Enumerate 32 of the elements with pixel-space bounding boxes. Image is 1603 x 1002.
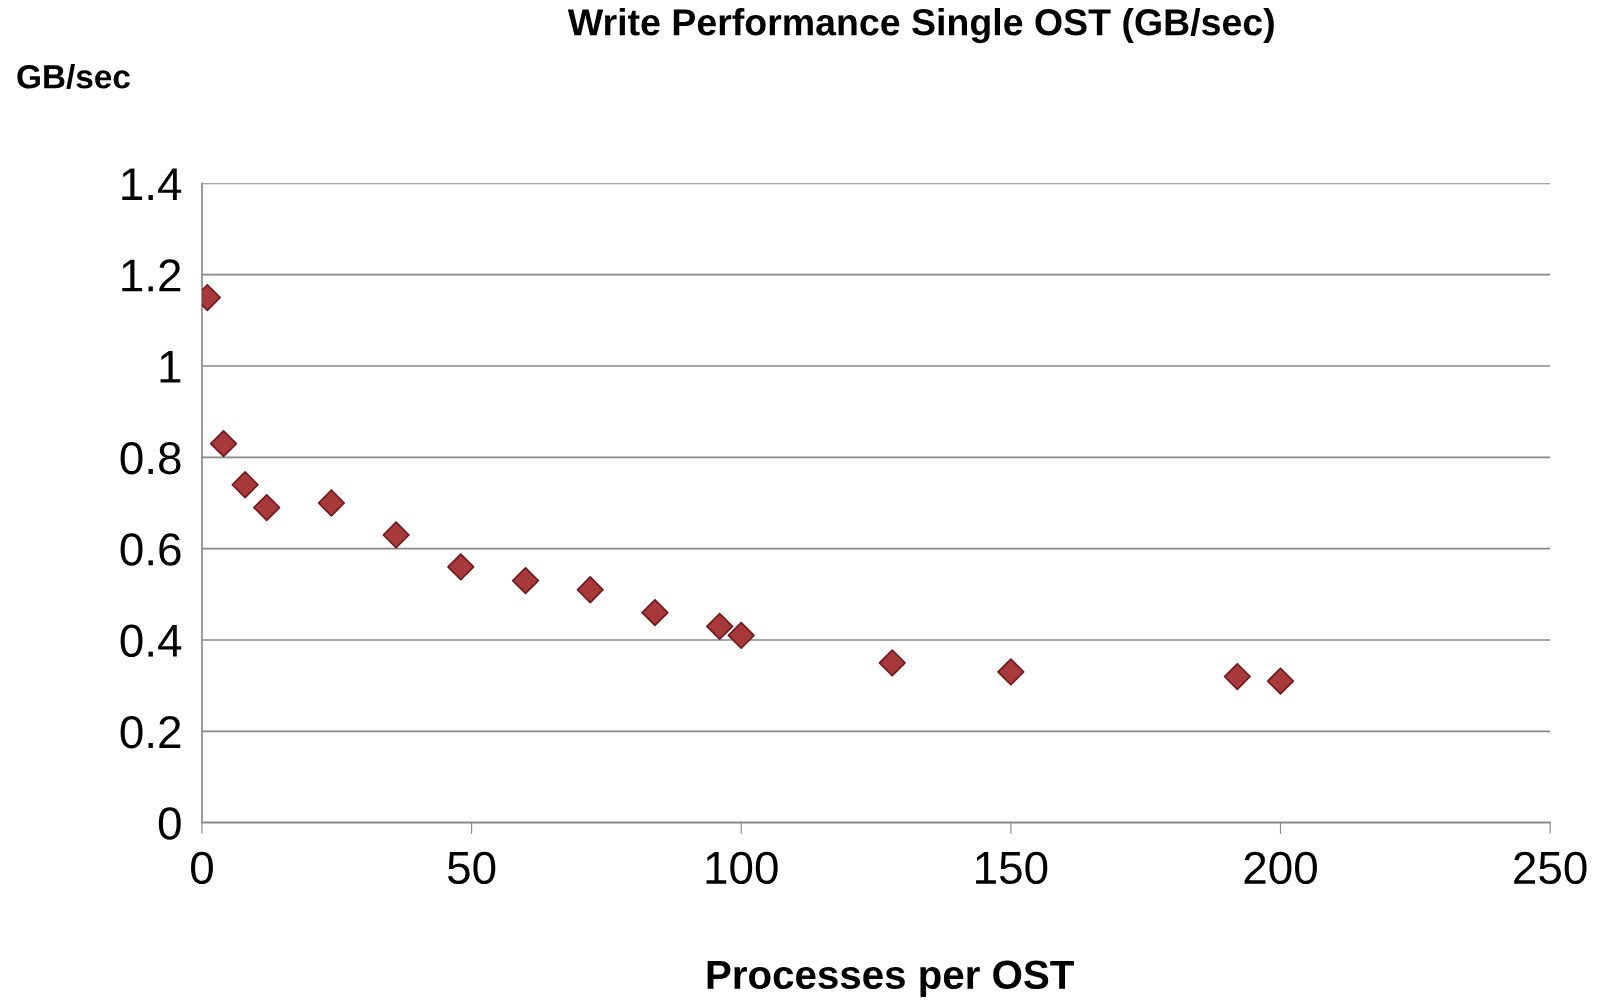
point xyxy=(706,612,734,640)
point xyxy=(209,430,238,458)
x-tick-label: 200 xyxy=(1244,851,1317,885)
y-tick-label: 1.2 xyxy=(122,259,181,292)
x-tick-label: 250 xyxy=(1514,851,1587,885)
chart-title: Write Performance Single OST (GB/sec) xyxy=(567,8,1274,44)
x-tick-label: 0 xyxy=(191,851,213,885)
x-tick-label: 100 xyxy=(706,851,778,885)
point xyxy=(231,471,259,499)
x-tick-label: 50 xyxy=(447,851,496,885)
y-tick-label: 0.4 xyxy=(120,624,182,658)
point xyxy=(382,521,410,549)
y-tick-label: 0.8 xyxy=(120,441,181,475)
point xyxy=(511,566,540,595)
point xyxy=(878,649,906,677)
point xyxy=(576,576,604,604)
y-tick-label: 0.6 xyxy=(120,533,181,566)
x-tick-label: 150 xyxy=(976,851,1048,885)
point xyxy=(447,553,475,581)
point xyxy=(1223,662,1251,691)
y-tick-label: 0.2 xyxy=(120,715,181,749)
point xyxy=(317,489,346,517)
point xyxy=(253,493,281,522)
point xyxy=(997,658,1025,686)
point xyxy=(641,598,669,627)
y-tick-label: 0 xyxy=(158,807,181,840)
point xyxy=(1266,667,1295,695)
y-axis-title: GB/sec xyxy=(17,64,130,89)
point xyxy=(727,621,755,650)
y-tick-label: 1.4 xyxy=(122,168,182,200)
x-axis-title: Processes per OST xyxy=(707,960,1074,997)
y-tick-label: 1 xyxy=(160,351,181,383)
